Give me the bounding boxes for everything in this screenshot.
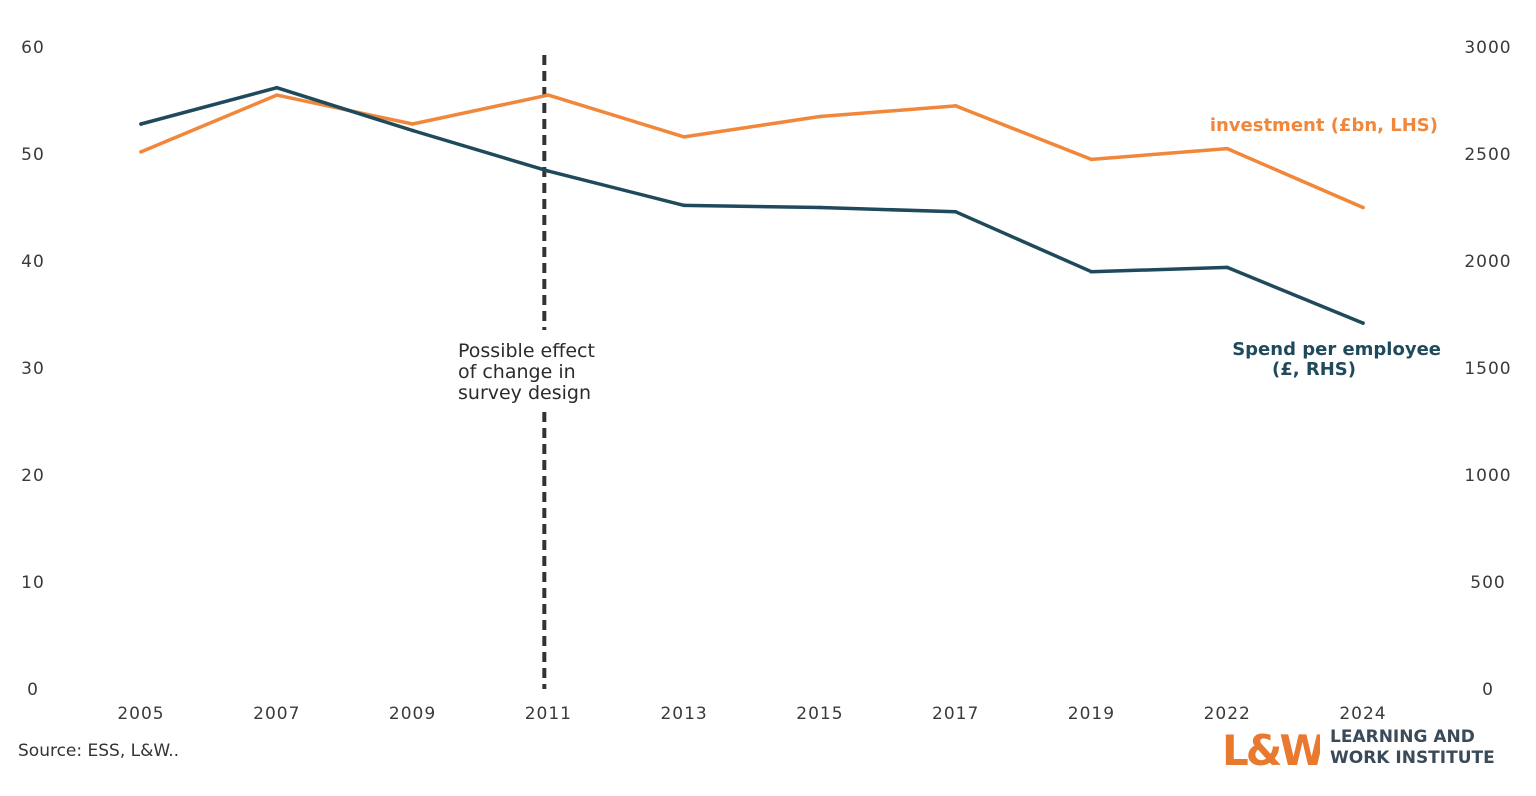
left-tick-label: 60: [21, 38, 45, 58]
annotation-text-line: survey design: [458, 382, 591, 404]
annotation-text-line: Possible effect: [458, 340, 595, 362]
x-tick-label: 2022: [1204, 704, 1251, 724]
left-tick-label: 40: [21, 252, 45, 272]
left-axis-ticks: 0 10 20 30 40 50 60: [21, 38, 45, 700]
spend-per-employee-point: [682, 203, 686, 208]
spend-per-employee-point: [1225, 265, 1230, 270]
annotation-text-line: of change in: [458, 361, 576, 383]
spend-per-employee-point: [953, 209, 958, 214]
investment-point: [546, 93, 551, 97]
lw-logo-mark: L&W: [1222, 726, 1320, 772]
logo-line1: LEARNING AND: [1330, 727, 1475, 747]
svg-text:L&W: L&W: [1222, 726, 1320, 772]
spend-per-employee-point: [1361, 321, 1365, 325]
investment-point: [953, 104, 958, 108]
investment-series-label: investment (£bn, LHS): [1210, 115, 1438, 136]
investment-point: [410, 122, 415, 126]
left-tick-label: 10: [21, 573, 45, 593]
investment-point: [274, 93, 279, 97]
investment-point: [1089, 157, 1094, 162]
spend-per-employee-point: [546, 169, 551, 173]
x-axis-ticks: 2005 2007 2009 2011 2013 2015 2017 2019 2022 2024: [117, 704, 1386, 724]
spend-per-employee-point: [410, 128, 415, 133]
right-tick-label: 1500: [1464, 359, 1511, 379]
investment-point: [818, 114, 822, 119]
spend-per-employee-point: [818, 205, 822, 210]
spend-series-label-line: (£, RHS): [1272, 359, 1356, 380]
x-tick-label: 2019: [1068, 704, 1115, 724]
spend-per-employee-point: [274, 85, 279, 90]
spend-series-label-line: Spend per employee: [1232, 339, 1441, 360]
spend-per-employee-point: [1089, 269, 1094, 274]
chart: 0 10 20 30 40 50 60 0 500 1000 1500 2000 2500 3000 2…: [21, 38, 1511, 724]
right-tick-label: 500: [1470, 573, 1505, 593]
spend-per-employee-line: [139, 85, 1365, 325]
investment-point: [139, 150, 143, 154]
left-tick-label: 0: [27, 680, 39, 700]
right-tick-label: 3000: [1464, 38, 1511, 58]
investment-point: [1361, 205, 1365, 210]
left-tick-label: 20: [21, 466, 45, 486]
left-tick-label: 30: [21, 359, 45, 379]
x-tick-label: 2017: [932, 704, 979, 724]
right-axis-ticks: 0 500 1000 1500 2000 2500 3000: [1464, 38, 1511, 700]
x-tick-label: 2024: [1339, 704, 1386, 724]
investment-line: [139, 93, 1365, 210]
right-tick-label: 2500: [1464, 145, 1511, 165]
investment-point: [1225, 146, 1230, 151]
right-tick-label: 1000: [1464, 466, 1511, 486]
right-tick-label: 0: [1482, 680, 1494, 700]
right-tick-label: 2000: [1464, 252, 1511, 272]
source-note: Source: ESS, L&W..: [18, 741, 180, 761]
logo-line2: WORK INSTITUTE: [1330, 748, 1495, 768]
lw-logo: L&W LEARNING AND WORK INSTITUTE: [1222, 724, 1532, 772]
series-labels: investment (£bn, LHS) Spend per employee(…: [1210, 115, 1441, 380]
x-tick-label: 2005: [117, 704, 164, 724]
spend-per-employee-point: [139, 122, 143, 126]
x-tick-label: 2009: [389, 704, 436, 724]
x-tick-label: 2011: [525, 704, 572, 724]
x-tick-label: 2013: [660, 704, 707, 724]
x-tick-label: 2015: [796, 704, 843, 724]
investment-point: [682, 135, 686, 139]
series-lines: [139, 85, 1365, 325]
x-tick-label: 2007: [253, 704, 300, 724]
left-tick-label: 50: [21, 145, 45, 165]
lw-logo-text: LEARNING AND WORK INSTITUTE: [1330, 727, 1495, 769]
